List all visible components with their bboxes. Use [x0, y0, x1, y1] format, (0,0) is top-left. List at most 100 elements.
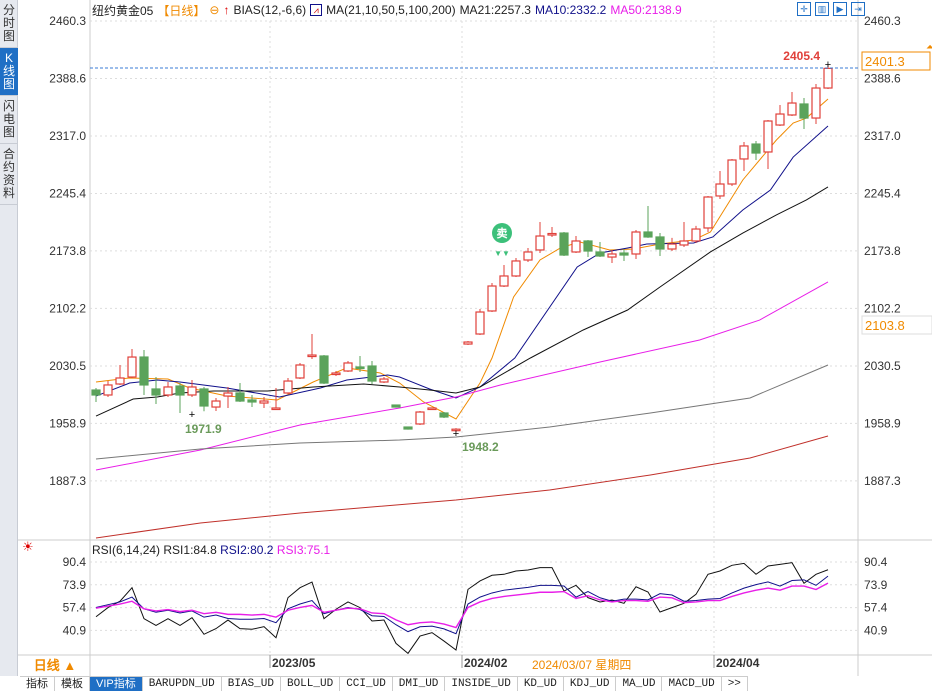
- indicator-tab[interactable]: CCI_UD: [340, 677, 393, 691]
- candle-up: [607, 253, 617, 258]
- price-tick-right: 2317.0: [864, 129, 901, 143]
- indicator-tab[interactable]: 指标: [20, 677, 55, 691]
- price-tick-right: 2173.8: [864, 244, 901, 258]
- crosshair-icon[interactable]: ✛: [797, 2, 811, 16]
- candle-up: [679, 240, 689, 246]
- sidebar-tab-intraday[interactable]: 分时图: [0, 0, 18, 48]
- last-price-label: 2401.3: [865, 54, 905, 69]
- indicator-tab[interactable]: VIP指标: [90, 677, 143, 691]
- candle-up: [775, 113, 785, 126]
- ma50-value: MA50:2138.9: [610, 3, 682, 17]
- ma-params[interactable]: MA(21,10,50,5,100,200): [326, 3, 456, 17]
- collapse-icon[interactable]: ⊖: [209, 3, 220, 17]
- exit-icon[interactable]: ⇥: [851, 2, 865, 16]
- settings-sun-icon[interactable]: ☀: [22, 539, 34, 554]
- price-tick-right: 1958.9: [864, 416, 901, 430]
- indicator-tab[interactable]: BARUPDN_UD: [143, 677, 222, 691]
- ma50-line: [95, 281, 829, 471]
- candle-up: [763, 120, 773, 153]
- indicator-tab[interactable]: INSIDE_UD: [445, 677, 518, 691]
- indicator-tab[interactable]: KD_UD: [518, 677, 564, 691]
- period-button[interactable]: 日线 ▲: [33, 658, 77, 673]
- candle-down: [319, 355, 329, 384]
- date-label: 2024/02: [464, 656, 508, 670]
- candle-down: [799, 103, 809, 119]
- price-tick-left: 2317.0: [49, 129, 86, 143]
- candle-up: [331, 372, 341, 376]
- bias-label[interactable]: BIAS(12,-6,6): [233, 3, 307, 17]
- candle-up: [283, 380, 293, 394]
- candle-up: [475, 311, 485, 335]
- candle-down: [559, 232, 569, 256]
- candle-up: [823, 67, 833, 89]
- candle-up: [547, 232, 557, 236]
- candle-up: [211, 400, 221, 408]
- candle-down: [247, 399, 257, 403]
- candle-down: [751, 143, 761, 154]
- rsi-tick-right: 73.9: [864, 578, 888, 592]
- high-price-label: 2405.4: [783, 49, 820, 63]
- low-marker: +: [453, 428, 459, 440]
- indicator-tab[interactable]: MA_UD: [616, 677, 663, 691]
- sell-signal-icon: [492, 223, 512, 243]
- up-arrow-icon[interactable]: ↑: [223, 3, 230, 17]
- sidebar-tab-flash[interactable]: 闪电图: [0, 96, 18, 144]
- candle-up: [691, 228, 701, 242]
- indicator-tab[interactable]: >>: [722, 677, 748, 691]
- candle-up: [667, 243, 677, 250]
- rsi-tick-right: 90.4: [864, 555, 888, 569]
- rsi3-line: [95, 582, 829, 629]
- indicator-tab[interactable]: KDJ_UD: [564, 677, 617, 691]
- indicator-tab[interactable]: DMI_UD: [393, 677, 446, 691]
- crosshair-date: 2024/03/07 星期四: [532, 658, 632, 672]
- ma100-line: [95, 364, 829, 460]
- sidebar-tab-contract[interactable]: 合约资料: [0, 144, 18, 205]
- candle-up: [727, 159, 737, 185]
- sell-signal-label: 卖: [497, 226, 508, 240]
- indicator-chart-icon[interactable]: ⩘: [310, 4, 323, 16]
- kline-chart[interactable]: 2460.3 2460.3 2388.6 2388.6 2317.0 2317.0 2245…: [0, 0, 932, 676]
- candle-up: [451, 428, 461, 432]
- candle-up: [259, 400, 269, 404]
- sell-arrow-icon: ▼▼: [494, 249, 510, 258]
- sidebar: 分时图 K线图 闪电图 合约资料: [0, 0, 18, 676]
- candle-up: [499, 275, 509, 287]
- candle-up: [379, 378, 389, 383]
- rsi1-value: RSI1:84.8: [163, 543, 217, 557]
- play-icon[interactable]: ▶: [833, 2, 847, 16]
- bar-chart-icon[interactable]: ▥: [815, 2, 829, 16]
- indicator-tab[interactable]: BIAS_UD: [222, 677, 281, 691]
- rsi-title: RSI(6,14,24): [92, 543, 161, 557]
- candle-up: [811, 87, 821, 119]
- date-label: 2023/05: [272, 656, 316, 670]
- price-tick-left: 1887.3: [49, 474, 86, 488]
- period-label[interactable]: 【日线】: [157, 3, 206, 18]
- low-price-label: 1948.2: [462, 440, 499, 454]
- indicator-tab[interactable]: BOLL_UD: [281, 677, 341, 691]
- sidebar-tab-kline[interactable]: K线图: [0, 48, 18, 96]
- rsi2-value: RSI2:80.2: [220, 543, 274, 557]
- candle-up: [535, 235, 545, 251]
- candle-up: [787, 102, 797, 116]
- rsi2-line: [95, 575, 829, 635]
- candle-up: [295, 364, 305, 379]
- candle-down: [91, 389, 101, 396]
- ma21-value: MA21:2257.3: [459, 3, 531, 17]
- candle-up: [487, 285, 497, 312]
- candle-up: [187, 386, 197, 396]
- candle-up: [463, 341, 473, 345]
- toolbar-icons: ✛ ▥ ▶ ⇥: [797, 2, 865, 16]
- low-marker: +: [189, 409, 195, 421]
- price-tick-left: 2030.5: [49, 359, 86, 373]
- ma10-line: [95, 125, 829, 399]
- candle-down: [619, 252, 629, 256]
- candle-up: [103, 384, 113, 396]
- price-tick-right: 1887.3: [864, 474, 901, 488]
- candle-up: [631, 231, 641, 255]
- indicator-tab[interactable]: 模板: [55, 677, 90, 691]
- candle-up: [223, 392, 233, 397]
- candle-down: [175, 385, 185, 396]
- price-tick-left: 1958.9: [49, 416, 86, 430]
- candle-up: [523, 251, 533, 261]
- indicator-tab[interactable]: MACD_UD: [662, 677, 722, 691]
